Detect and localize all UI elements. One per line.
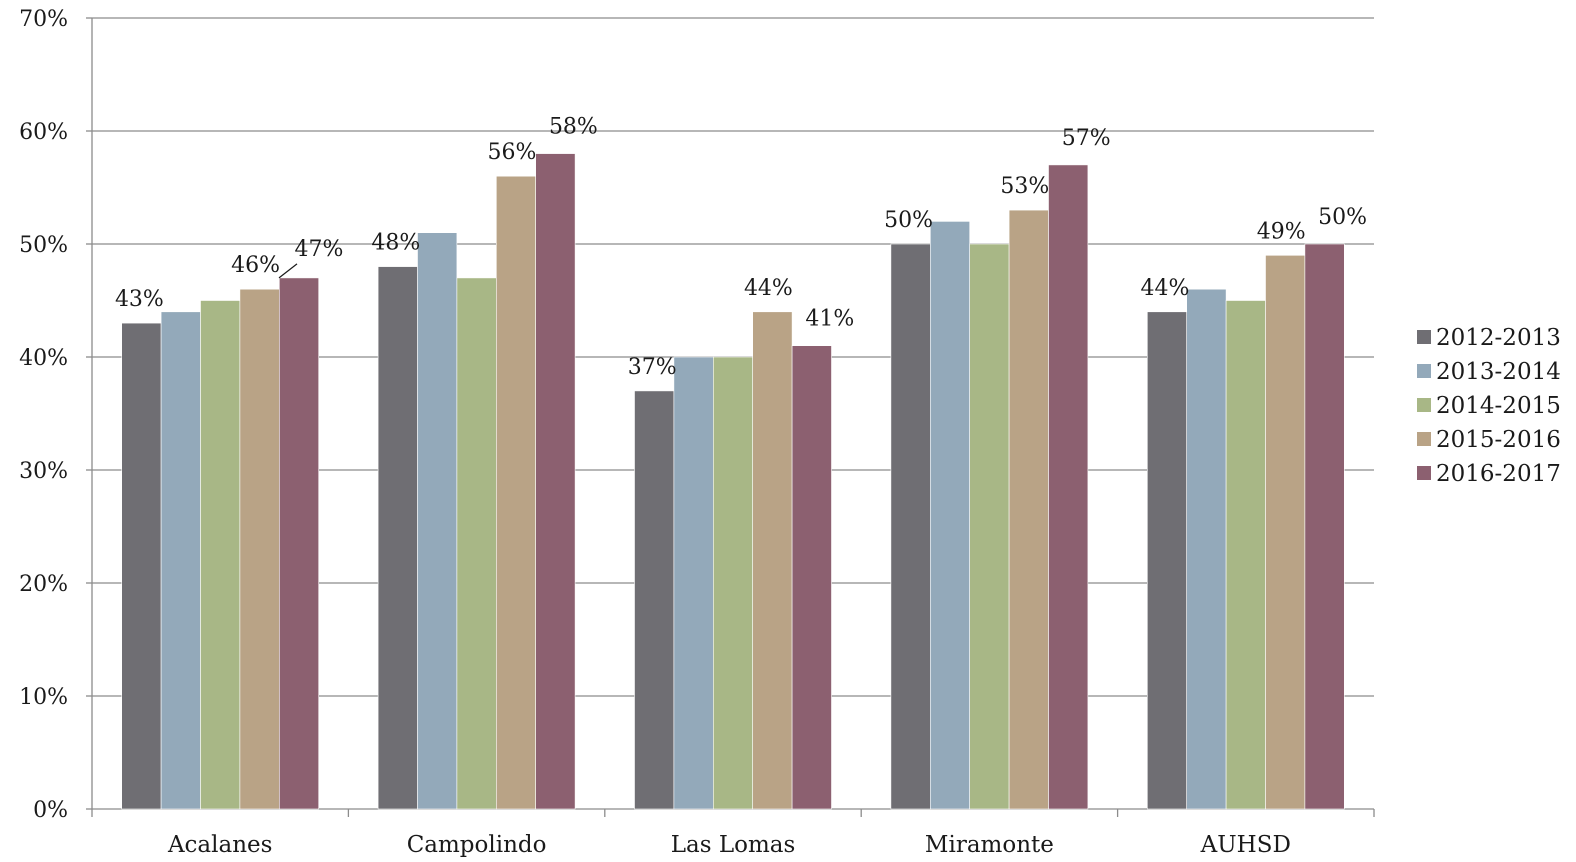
bar-las-lomas-2013-2014 bbox=[673, 356, 714, 810]
y-tick-label: 50% bbox=[19, 233, 68, 258]
legend-swatch-2016-2017 bbox=[1417, 466, 1431, 480]
bar-campolindo-2015-2016 bbox=[495, 175, 536, 810]
bar-acalanes-2012-2013 bbox=[121, 322, 162, 810]
bar-campolindo-2013-2014 bbox=[417, 232, 458, 810]
x-category-label: Campolindo bbox=[407, 832, 547, 858]
bar-auhsd-2013-2014 bbox=[1186, 288, 1227, 810]
bar-miramonte-2013-2014 bbox=[929, 221, 970, 810]
legend-label: 2012-2013 bbox=[1436, 325, 1561, 351]
bar-miramonte-2016-2017 bbox=[1048, 164, 1089, 810]
data-label: 50% bbox=[884, 208, 933, 233]
y-tick-label: 0% bbox=[33, 798, 68, 823]
bar-las-lomas-2012-2013 bbox=[634, 390, 675, 810]
bar-las-lomas-2015-2016 bbox=[752, 311, 793, 810]
data-labels: 43% 46% 47% 48% 56% 58% 37% 44% 41% 50% 53% 57% 44% 4… bbox=[115, 115, 1367, 380]
data-label: 48% bbox=[371, 231, 420, 256]
bar-miramonte-2014-2015 bbox=[969, 243, 1010, 810]
data-label: 44% bbox=[1141, 276, 1190, 301]
legend-label: 2015-2016 bbox=[1436, 427, 1561, 453]
x-category-label: Acalanes bbox=[167, 832, 273, 858]
data-label: 53% bbox=[1000, 174, 1049, 199]
y-tick-label: 30% bbox=[19, 459, 68, 484]
bar-auhsd-2016-2017 bbox=[1304, 243, 1345, 810]
y-tick-label: 60% bbox=[19, 120, 68, 145]
data-label: 41% bbox=[805, 307, 854, 332]
data-label: 49% bbox=[1257, 219, 1306, 244]
data-label: 43% bbox=[115, 287, 164, 312]
bar-miramonte-2015-2016 bbox=[1008, 209, 1049, 810]
bar-acalanes-2014-2015 bbox=[200, 300, 241, 810]
legend: 2012-2013 2013-2014 2014-2015 2015-2016 2016… bbox=[1417, 325, 1561, 487]
y-tick-label: 20% bbox=[19, 572, 68, 597]
bar-acalanes-2013-2014 bbox=[160, 311, 201, 810]
legend-swatch-2012-2013 bbox=[1417, 330, 1431, 344]
y-tick-label: 70% bbox=[19, 7, 68, 32]
data-label: 37% bbox=[628, 355, 677, 380]
data-label: 56% bbox=[488, 140, 537, 165]
bar-las-lomas-2016-2017 bbox=[791, 345, 832, 810]
legend-swatch-2015-2016 bbox=[1417, 432, 1431, 446]
bar-acalanes-2016-2017 bbox=[278, 277, 319, 810]
bar-auhsd-2012-2013 bbox=[1147, 311, 1188, 810]
data-label: 50% bbox=[1318, 205, 1367, 230]
data-label: 58% bbox=[549, 115, 598, 140]
legend-label: 2014-2015 bbox=[1436, 393, 1561, 419]
data-label: 44% bbox=[744, 276, 793, 301]
bars bbox=[121, 153, 1345, 810]
legend-swatch-2014-2015 bbox=[1417, 398, 1431, 412]
x-category-label: AUHSD bbox=[1200, 832, 1291, 858]
bar-campolindo-2012-2013 bbox=[377, 266, 418, 810]
bar-miramonte-2012-2013 bbox=[890, 243, 931, 810]
y-tick-label: 10% bbox=[19, 685, 68, 710]
data-label-leader-line bbox=[278, 263, 298, 279]
x-category-label: Miramonte bbox=[925, 832, 1054, 858]
data-label: 57% bbox=[1062, 126, 1111, 151]
legend-label: 2013-2014 bbox=[1436, 359, 1561, 385]
bar-campolindo-2014-2015 bbox=[456, 277, 497, 810]
data-label: 47% bbox=[295, 237, 344, 262]
legend-label: 2016-2017 bbox=[1436, 461, 1561, 487]
bar-acalanes-2015-2016 bbox=[239, 288, 280, 810]
data-label: 46% bbox=[231, 253, 280, 278]
y-tick-label: 40% bbox=[19, 346, 68, 371]
bar-auhsd-2014-2015 bbox=[1225, 300, 1266, 810]
x-category-label: Las Lomas bbox=[671, 832, 796, 858]
bar-las-lomas-2014-2015 bbox=[712, 356, 753, 810]
bar-auhsd-2015-2016 bbox=[1265, 255, 1306, 810]
legend-swatch-2013-2014 bbox=[1417, 364, 1431, 378]
bar-campolindo-2016-2017 bbox=[535, 153, 576, 810]
